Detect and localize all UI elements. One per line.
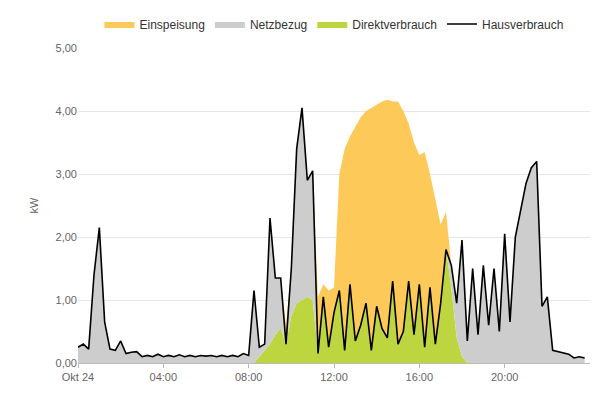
svg-text:2,00: 2,00 — [56, 231, 77, 243]
svg-text:1,00: 1,00 — [56, 294, 77, 306]
svg-text:Hausverbrauch: Hausverbrauch — [482, 18, 563, 32]
svg-text:Okt 24: Okt 24 — [62, 371, 94, 383]
svg-text:12:00: 12:00 — [320, 371, 348, 383]
svg-text:5,00: 5,00 — [56, 42, 77, 54]
svg-text:0,00: 0,00 — [56, 357, 77, 369]
svg-text:Einspeisung: Einspeisung — [140, 18, 205, 32]
svg-text:3,00: 3,00 — [56, 168, 77, 180]
svg-text:08:00: 08:00 — [235, 371, 263, 383]
svg-text:Netzbezug: Netzbezug — [250, 18, 307, 32]
svg-text:04:00: 04:00 — [150, 371, 178, 383]
svg-text:16:00: 16:00 — [406, 371, 434, 383]
svg-text:kW: kW — [28, 197, 40, 214]
svg-text:Direktverbrauch: Direktverbrauch — [352, 18, 437, 32]
svg-text:20:00: 20:00 — [491, 371, 519, 383]
svg-text:4,00: 4,00 — [56, 105, 77, 117]
